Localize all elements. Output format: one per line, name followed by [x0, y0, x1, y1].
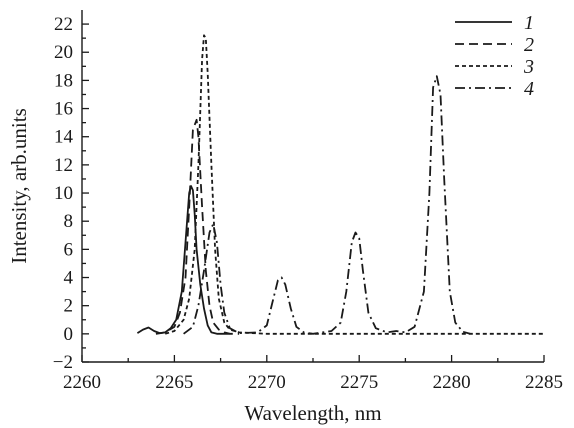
y-tick-label: 0: [64, 324, 74, 345]
x-tick-label: 2265: [155, 372, 193, 393]
y-tick-label: −2: [53, 352, 73, 373]
series-lines: [136, 34, 544, 335]
x-axis-label: Wavelength, nm: [244, 401, 381, 425]
y-tick-label: 22: [54, 14, 73, 35]
legend-label-1: 1: [524, 12, 534, 34]
y-tick-label: 10: [54, 183, 73, 204]
x-tick-label: 2280: [433, 372, 471, 393]
y-axis-label: Intensity, arb.units: [7, 108, 31, 264]
y-tick-label: 8: [64, 211, 74, 232]
x-tick-label: 2285: [525, 372, 563, 393]
x-tick-label: 2270: [248, 372, 286, 393]
series-line-2: [155, 118, 240, 335]
y-tick-label: 18: [54, 70, 73, 91]
legend-label-2: 2: [524, 34, 534, 56]
y-tick-label: 14: [54, 127, 74, 148]
y-tick-label: 12: [54, 155, 73, 176]
legend-label-3: 3: [523, 56, 534, 78]
series-line-3: [164, 34, 544, 335]
x-tick-label: 2260: [63, 372, 101, 393]
y-tick-label: 6: [64, 239, 74, 260]
series-line-4: [183, 75, 471, 335]
ticks: 2260 2265 2270 2275 2280 2285−202468101214161…: [53, 14, 563, 393]
y-tick-label: 16: [54, 99, 73, 120]
y-tick-label: 20: [54, 42, 73, 63]
axes: [81, 10, 544, 363]
x-tick-label: 2275: [340, 372, 378, 393]
y-tick-label: 4: [64, 268, 74, 289]
y-tick-label: 2: [64, 296, 74, 317]
legend-label-4: 4: [524, 78, 534, 100]
